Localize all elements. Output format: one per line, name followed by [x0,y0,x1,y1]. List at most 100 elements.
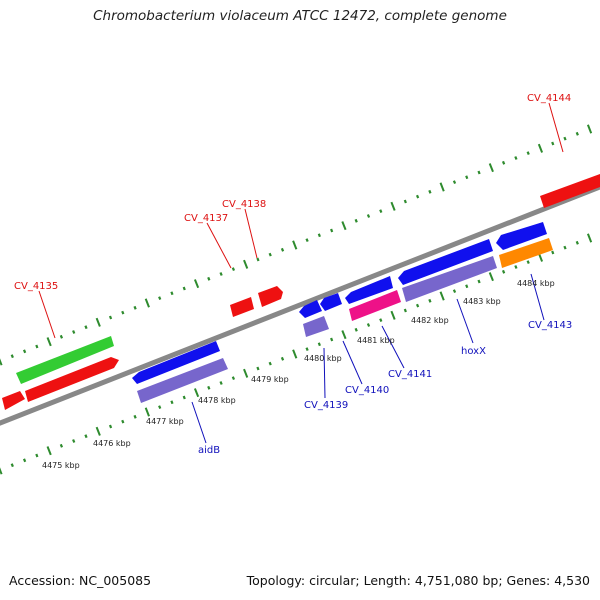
reverse-minor-tick [366,323,371,327]
forward-minor-tick [59,334,64,339]
forward-minor-tick [551,141,555,146]
forward-major-tick [537,143,544,153]
gene-label-cv4144[interactable]: CV_4144 [527,93,571,104]
gene-label-cv4140[interactable]: CV_4140 [345,385,389,396]
kbp-label: 4481 kbp [357,336,395,345]
gene-blue-small-1[interactable] [299,300,322,318]
gene-label-cv4138[interactable]: CV_4138 [222,199,266,210]
forward-minor-tick [256,257,260,262]
gene-cv4138-red[interactable] [258,286,283,307]
forward-minor-tick [207,276,211,281]
forward-minor-tick [10,354,14,359]
gene-label-cv4139[interactable]: CV_4139 [304,400,348,411]
accession-text: Accession: NC_005085 [9,573,152,588]
gene-cv4134-red[interactable] [2,391,25,410]
reverse-minor-tick [501,269,506,274]
reverse-major-tick [292,349,298,359]
kbp-label: 4480 kbp [304,354,342,363]
forward-minor-tick [35,344,39,349]
reverse-minor-tick [452,289,457,294]
leader-line-cv4143 [530,273,545,321]
forward-minor-tick [280,247,285,252]
kbp-label: 4476 kbp [93,439,131,448]
reverse-major-tick [193,388,200,398]
reverse-minor-tick [170,400,174,405]
forward-minor-tick [465,175,469,180]
forward-minor-tick [526,151,530,156]
forward-minor-tick [428,189,432,194]
forward-minor-tick [108,315,113,320]
forward-minor-tick [121,310,125,315]
leader-line-cv4138 [244,208,258,259]
gene-blue-1[interactable] [132,341,220,384]
leader-line-cv4139 [323,347,326,399]
forward-minor-tick [170,291,174,296]
reverse-major-tick [0,467,3,475]
forward-minor-tick [354,218,358,223]
reverse-minor-tick [219,381,223,385]
gene-blue-right[interactable] [496,222,547,250]
forward-minor-tick [379,209,383,214]
gene-cv4135-green[interactable] [16,336,114,384]
reverse-minor-tick [207,385,211,390]
reverse-minor-tick [280,356,285,361]
forward-minor-tick [514,156,518,160]
leader-line-cv4141 [381,325,405,369]
reverse-minor-tick [575,240,579,245]
gene-label-cv4141[interactable]: CV_4141 [388,369,432,380]
gene-cv4140-blue[interactable] [345,276,393,304]
forward-minor-tick [182,286,186,291]
gene-cv4143-orange[interactable] [499,238,553,268]
forward-major-tick [488,163,494,173]
forward-minor-tick [317,233,321,238]
gene-label-cv4137[interactable]: CV_4137 [184,213,228,224]
forward-minor-tick [84,325,88,330]
gene-hoxx-lavender[interactable] [402,256,497,302]
backbone-line [0,184,600,426]
gene-label-hoxx[interactable]: hoxX [461,346,486,357]
forward-major-tick [0,358,3,366]
forward-strand-genes [2,174,600,410]
reverse-minor-tick [256,366,260,371]
gene-cv4137-red[interactable] [230,297,254,317]
reverse-minor-tick [305,347,309,352]
reverse-minor-tick [35,453,39,458]
leader-line-cv4140 [342,340,363,385]
forward-minor-tick [22,349,27,354]
reverse-minor-tick [379,318,383,323]
kbp-labels: 4475 kbp 4476 kbp 4477 kbp 4478 kbp 4479… [42,279,555,470]
leader-line-hoxx [456,298,474,344]
reverse-minor-tick [403,308,407,313]
reverse-major-tick [439,291,445,301]
gene-cv4139[interactable] [303,316,329,337]
gene-cv4141-magenta[interactable] [349,290,401,321]
reverse-major-tick [95,426,101,436]
leader-line-cv4135 [38,290,56,339]
gene-cv4144-red[interactable] [540,174,600,208]
kbp-label: 4484 kbp [517,279,555,288]
forward-tick-track [0,124,593,366]
gene-label-cv4143[interactable]: CV_4143 [528,320,572,331]
forward-major-tick [292,240,298,250]
reverse-minor-tick [59,443,64,448]
kbp-label: 4482 kbp [411,316,449,325]
gene-blue-small-2[interactable] [320,293,342,311]
gene-label-aidb[interactable]: aidB [198,445,220,456]
reverse-tick-track [0,233,593,475]
reverse-minor-tick [84,434,88,439]
forward-minor-tick [501,160,506,165]
reverse-major-tick [488,272,494,282]
genome-summary-text: Topology: circular; Length: 4,751,080 bp… [246,573,590,588]
reverse-minor-tick [415,303,420,308]
gene-aidb[interactable] [137,358,228,403]
reverse-minor-tick [108,424,113,429]
leader-line-cv4144 [548,102,564,153]
gene-cv4135-red[interactable] [25,357,119,402]
reverse-major-tick [341,330,347,340]
gene-blue-long[interactable] [398,239,493,285]
forward-minor-tick [305,238,309,243]
gene-label-cv4135[interactable]: CV_4135 [14,281,58,292]
forward-minor-tick [330,228,334,233]
forward-minor-tick [231,267,236,272]
